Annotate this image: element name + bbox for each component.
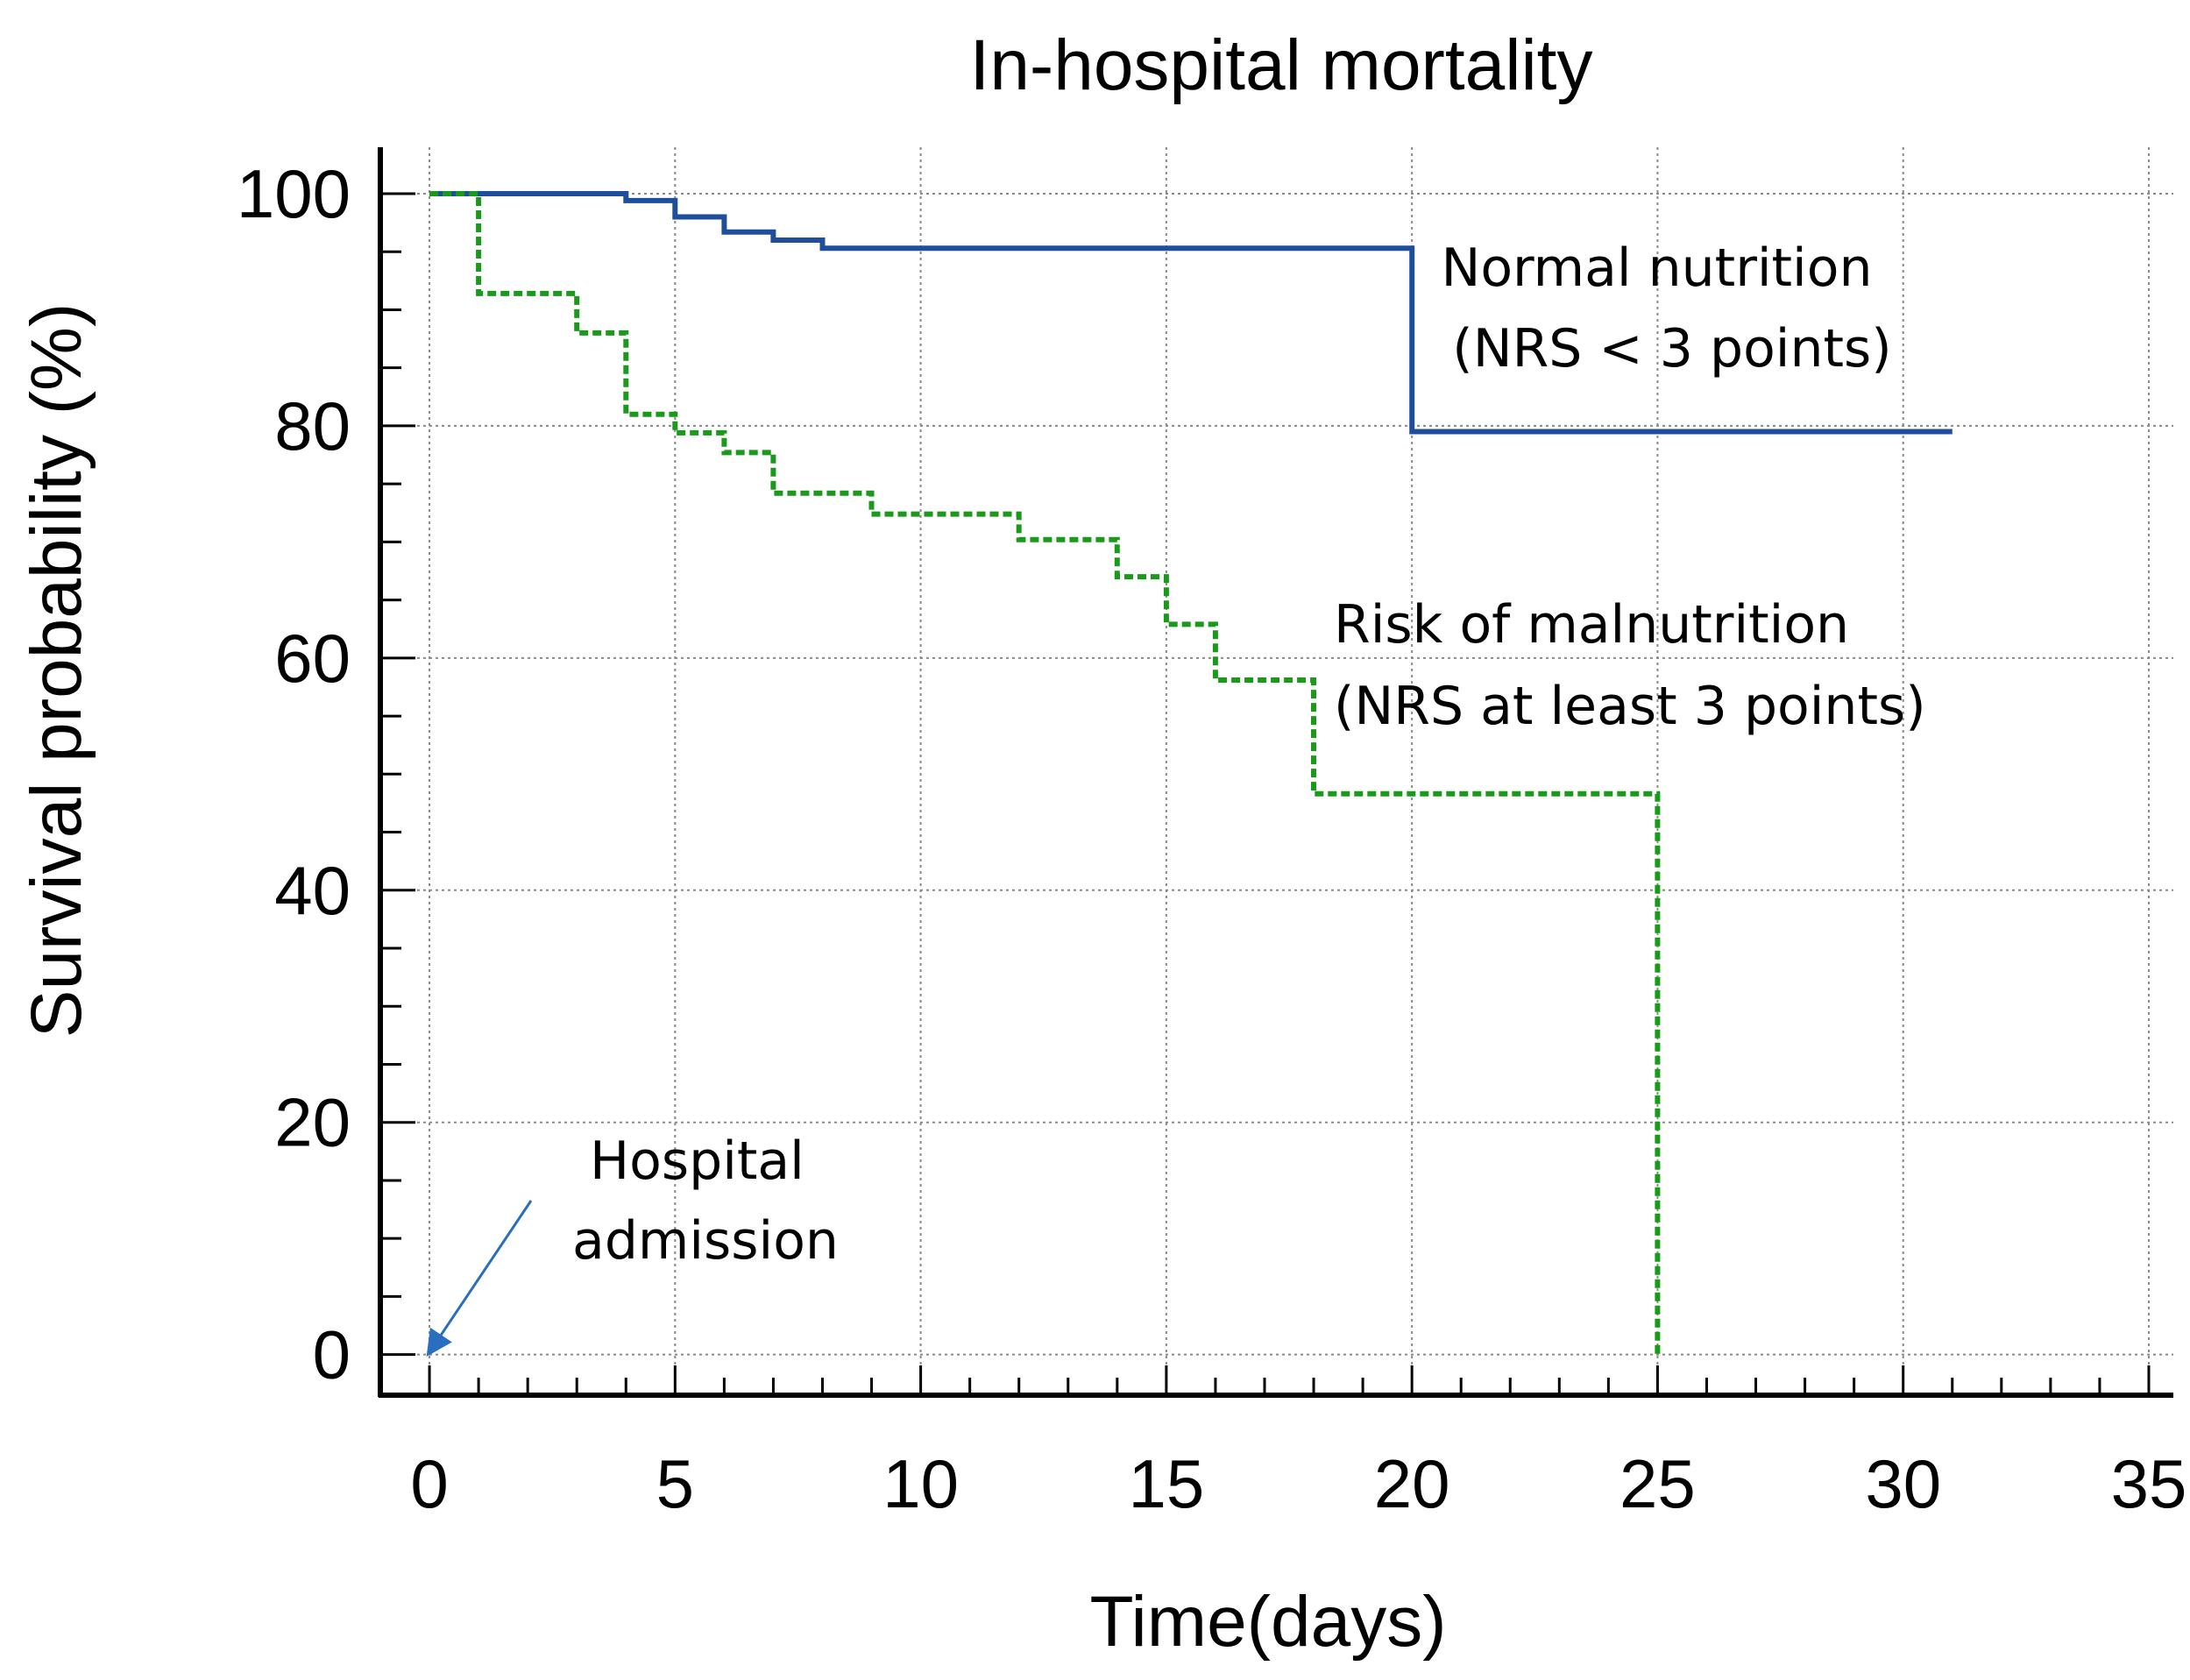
series-line-normal-nutrition xyxy=(429,191,1953,435)
annotation-hospital-admission: Hospital admission xyxy=(572,1131,839,1272)
x-axis-label: Time(days) xyxy=(1090,1582,1447,1662)
annotation-admission-line-1: Hospital xyxy=(590,1131,804,1192)
y-axis-label: Survival probability (%) xyxy=(17,303,96,1038)
annotation-admission-line-2: admission xyxy=(572,1210,839,1272)
x-tick-label-0: 0 xyxy=(410,1445,448,1522)
x-tick-label-15: 15 xyxy=(1128,1445,1204,1522)
x-tick-label-5: 5 xyxy=(656,1445,694,1522)
series-lines xyxy=(429,191,1953,1355)
y-tick-label-20: 20 xyxy=(274,1084,351,1161)
x-tick-label-20: 20 xyxy=(1374,1445,1450,1522)
y-tick-label-40: 40 xyxy=(274,852,351,929)
y-tick-label-80: 80 xyxy=(274,387,351,464)
annotation-risk-malnutrition: Risk of malnutrition (NRS at least 3 poi… xyxy=(1334,594,1926,737)
x-tick-label-10: 10 xyxy=(882,1445,959,1522)
tick-labels: 0 5 10 15 20 25 30 35 0 20 40 60 80 100 xyxy=(237,155,2186,1522)
tick-marks xyxy=(380,192,2151,1395)
y-tick-label-0: 0 xyxy=(313,1316,351,1393)
grid-lines xyxy=(380,147,2173,1395)
x-tick-label-30: 30 xyxy=(1865,1445,1941,1522)
admission-arrow xyxy=(426,1200,533,1357)
x-tick-label-25: 25 xyxy=(1619,1445,1696,1522)
axes xyxy=(378,147,2173,1398)
annotation-normal-line-2: (NRS < 3 points) xyxy=(1452,318,1891,379)
x-tick-label-35: 35 xyxy=(2111,1445,2187,1522)
series-line-risk-of-malnutrition xyxy=(429,191,1661,1355)
annotation-normal-nutrition: Normal nutrition (NRS < 3 points) xyxy=(1441,237,1891,379)
chart-title: In-hospital mortality xyxy=(970,25,1593,105)
annotation-normal-line-1: Normal nutrition xyxy=(1441,237,1872,299)
annotation-risk-line-1: Risk of malnutrition xyxy=(1334,594,1849,656)
annotation-risk-line-2: (NRS at least 3 points) xyxy=(1334,676,1926,737)
y-tick-label-60: 60 xyxy=(274,620,351,697)
y-tick-label-100: 100 xyxy=(237,155,351,232)
